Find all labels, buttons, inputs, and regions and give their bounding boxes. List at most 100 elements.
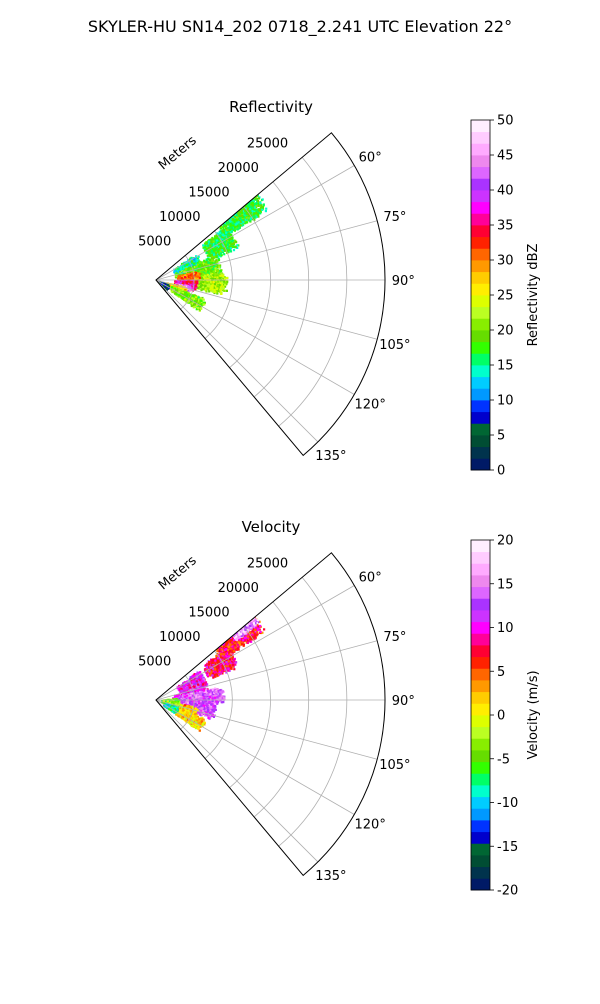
radar-gate xyxy=(218,266,221,269)
radar-gate xyxy=(244,197,247,200)
radar-gate xyxy=(248,217,251,220)
radar-gate xyxy=(220,225,223,228)
radar-gate xyxy=(225,224,228,228)
radar-gate xyxy=(254,212,258,215)
radar-gate xyxy=(240,202,243,205)
radar-gate xyxy=(233,217,237,220)
radar-gate xyxy=(249,217,252,220)
radar-gate xyxy=(225,222,228,225)
radar-gate xyxy=(202,281,205,284)
radar-gate xyxy=(216,291,219,294)
radar-gate xyxy=(214,290,217,293)
radar-gate xyxy=(236,244,239,247)
radar-gate xyxy=(204,288,207,291)
radar-gate xyxy=(216,269,219,272)
radar-gate xyxy=(236,226,239,229)
radar-gate xyxy=(242,198,245,201)
radar-gate xyxy=(219,269,223,273)
radar-gate xyxy=(239,203,242,207)
radar-gate xyxy=(251,203,254,206)
radar-gate xyxy=(232,239,235,242)
radar-gate xyxy=(204,284,207,287)
radar-gate xyxy=(206,287,209,290)
radar-gate xyxy=(245,210,248,213)
radar-gate xyxy=(237,206,240,209)
radar-gate xyxy=(215,256,218,259)
radar-gate xyxy=(238,204,241,207)
radar-gate xyxy=(201,286,205,289)
radar-gate xyxy=(179,268,183,271)
radar-gate xyxy=(227,215,230,218)
radar-gate xyxy=(215,239,219,242)
radar-gate xyxy=(253,203,256,207)
radar-gate xyxy=(241,202,244,205)
radar-gate xyxy=(229,250,233,253)
radar-gate xyxy=(211,238,214,241)
radar-gate xyxy=(240,222,243,225)
radar-gate xyxy=(261,208,264,211)
radar-gate xyxy=(223,219,226,222)
radar-gate xyxy=(239,205,242,208)
radar-gate xyxy=(182,267,185,270)
radar-gate xyxy=(236,246,239,249)
radar-gate xyxy=(222,226,225,229)
radar-gate xyxy=(258,212,261,215)
radar-gate xyxy=(251,201,254,205)
radar-gate xyxy=(224,218,227,221)
radar-gate xyxy=(245,216,248,219)
radar-gate xyxy=(244,200,248,203)
radar-gate xyxy=(204,262,207,265)
radar-gate xyxy=(200,263,203,267)
radar-gate xyxy=(209,244,212,247)
radar-gate xyxy=(252,199,255,202)
radar-gate xyxy=(223,289,226,292)
radar-gate xyxy=(205,251,208,255)
radar-gate xyxy=(226,229,229,232)
radar-gate xyxy=(234,223,237,226)
radar-gate xyxy=(238,202,241,205)
radar-gate xyxy=(229,228,232,231)
radar-gate xyxy=(213,283,216,286)
radar-gate xyxy=(264,210,267,213)
radar-gate xyxy=(250,203,253,206)
radar-gate xyxy=(229,217,232,220)
radar-gate xyxy=(228,226,231,230)
radar-gate xyxy=(257,202,260,205)
radar-gate xyxy=(261,198,264,201)
radar-gate xyxy=(177,267,180,271)
radar-gate xyxy=(248,196,251,199)
radar-gate xyxy=(241,219,244,222)
radar-gate xyxy=(234,213,237,216)
radar-gate xyxy=(254,213,257,216)
radar-gate xyxy=(207,244,210,247)
radar-gate xyxy=(222,280,225,283)
radar-gate xyxy=(230,212,233,215)
radar-gate xyxy=(225,223,228,226)
radar-gate xyxy=(211,259,214,262)
radar-gate xyxy=(208,240,211,243)
radar-gate xyxy=(239,222,242,225)
radar-gate xyxy=(225,215,228,218)
radar-gate xyxy=(223,225,226,228)
radar-gate xyxy=(257,215,260,218)
radar-gate xyxy=(212,240,215,243)
radar-gate xyxy=(240,214,244,217)
radar-gate xyxy=(183,264,186,267)
radar-gate xyxy=(222,219,225,223)
radar-gate xyxy=(244,220,247,223)
radar-gate xyxy=(245,197,248,200)
radar-gate xyxy=(229,247,232,250)
radar-gate xyxy=(234,224,237,227)
radar-gate xyxy=(206,254,209,257)
radar-gate xyxy=(256,200,260,203)
radar-gate xyxy=(229,213,232,216)
radar-gate xyxy=(253,212,256,215)
radar-gate xyxy=(217,273,220,276)
radar-gate xyxy=(219,227,222,230)
radar-gate xyxy=(248,219,251,222)
radar-gate xyxy=(226,216,229,219)
radar-gate xyxy=(245,214,248,217)
radar-gate xyxy=(203,259,206,262)
radar-gate xyxy=(233,220,236,223)
radar-gate xyxy=(247,192,250,195)
